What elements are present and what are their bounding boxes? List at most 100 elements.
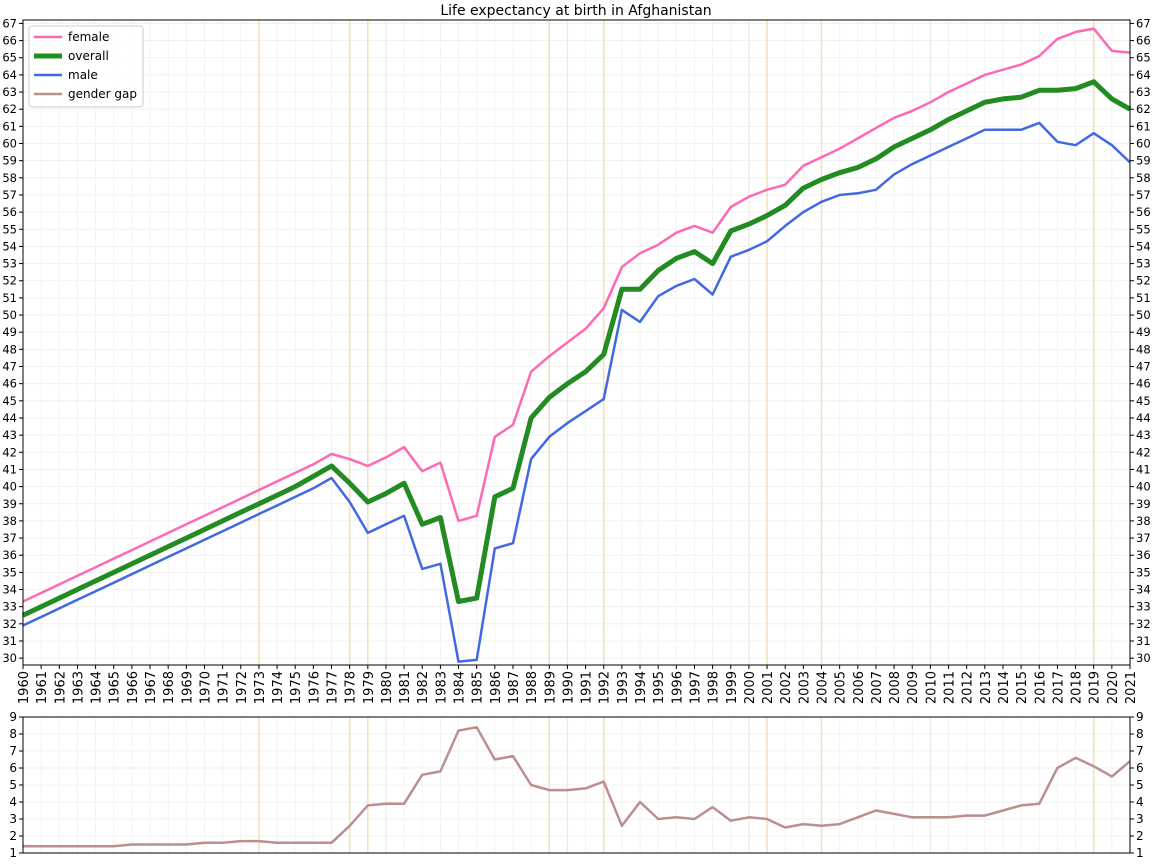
main-gridlines — [22, 20, 1131, 665]
y-tick-label-right: 55 — [1136, 222, 1151, 236]
x-tick-label: 1971 — [217, 671, 232, 704]
x-tick-label: 1984 — [453, 671, 468, 704]
y-tick-label-left: 38 — [2, 514, 17, 528]
x-tick-label: 1986 — [489, 671, 504, 704]
x-tick-label: 2010 — [924, 671, 939, 704]
y-tick-label-right: 30 — [1136, 651, 1151, 665]
y-tick-label-right: 41 — [1136, 462, 1151, 476]
x-tick-label: 1962 — [53, 671, 68, 704]
x-tick-label: 2018 — [1070, 671, 1085, 704]
gap-y-tick-label-right: 8 — [1136, 727, 1144, 741]
legend-label-overall: overall — [68, 49, 109, 63]
y-tick-label-right: 66 — [1136, 34, 1151, 48]
y-tick-label-left: 66 — [2, 34, 17, 48]
y-tick-label-left: 46 — [2, 377, 17, 391]
y-tick-label-left: 65 — [2, 51, 17, 65]
gap-y-tick-label-left: 3 — [9, 812, 17, 826]
y-tick-label-right: 43 — [1136, 428, 1151, 442]
y-tick-label-left: 45 — [2, 394, 17, 408]
x-tick-label: 1968 — [162, 671, 177, 704]
y-tick-label-right: 53 — [1136, 257, 1151, 271]
y-tick-label-left: 49 — [2, 325, 17, 339]
x-tick-label: 1976 — [307, 671, 322, 704]
gap-y-tick-label-left: 4 — [9, 795, 17, 809]
gap-y-tick-label-left: 5 — [9, 778, 17, 792]
y-tick-label-left: 64 — [2, 68, 17, 82]
x-tick-label: 1999 — [725, 671, 740, 704]
x-tick-label: 1977 — [326, 671, 341, 704]
x-tick-label: 1979 — [362, 671, 377, 704]
x-tick-label: 1961 — [35, 671, 50, 704]
x-tick-label: 1987 — [507, 671, 522, 704]
y-tick-label-left: 31 — [2, 634, 17, 648]
x-tick-label: 2009 — [906, 671, 921, 704]
x-tick-label: 1967 — [144, 671, 159, 704]
y-tick-label-right: 37 — [1136, 531, 1151, 545]
y-tick-label-left: 56 — [2, 205, 17, 219]
x-tick-label: 1960 — [17, 671, 32, 704]
main-y-axis: 30 30 31 31 32 32 33 33 34 34 35 35 36 36 37 37 38 38 39 39… — [2, 16, 1150, 665]
legend-box — [28, 25, 144, 108]
x-tick-label: 1995 — [652, 671, 667, 704]
x-tick-label: 1975 — [289, 671, 304, 704]
y-tick-label-right: 64 — [1136, 68, 1151, 82]
y-tick-label-left: 52 — [2, 274, 17, 288]
y-tick-label-right: 33 — [1136, 600, 1151, 614]
x-tick-label: 1985 — [471, 671, 486, 704]
y-tick-label-right: 46 — [1136, 377, 1151, 391]
x-tick-label: 2015 — [1015, 671, 1030, 704]
gap-series-lines — [23, 725, 1131, 848]
x-tick-label: 2000 — [743, 671, 758, 704]
y-tick-label-left: 53 — [2, 257, 17, 271]
gap-y-tick-label-right: 7 — [1136, 744, 1144, 758]
y-tick-label-left: 44 — [2, 411, 17, 425]
y-tick-label-right: 45 — [1136, 394, 1151, 408]
y-tick-label-left: 36 — [2, 548, 17, 562]
x-tick-label: 1969 — [180, 671, 195, 704]
y-tick-label-left: 67 — [2, 16, 17, 30]
y-tick-label-right: 56 — [1136, 205, 1151, 219]
y-tick-label-left: 40 — [2, 480, 17, 494]
y-tick-label-right: 63 — [1136, 85, 1151, 99]
y-tick-label-left: 47 — [2, 360, 17, 374]
y-tick-label-left: 42 — [2, 445, 17, 459]
y-tick-label-right: 57 — [1136, 188, 1151, 202]
chart-title: Life expectancy at birth in Afghanistan — [440, 3, 711, 19]
gap-y-tick-label-right: 3 — [1136, 812, 1144, 826]
gap-y-axis: 1 1 2 2 3 3 4 4 5 5 6 6 7 7 8 8 9 9 — [9, 710, 1143, 860]
x-tick-label: 1973 — [253, 671, 268, 704]
series-line-male — [22, 121, 1131, 663]
y-tick-label-right: 62 — [1136, 102, 1151, 116]
y-tick-label-left: 55 — [2, 222, 17, 236]
x-tick-label: 2005 — [834, 671, 849, 704]
x-tick-label: 1972 — [235, 671, 250, 704]
y-tick-label-right: 65 — [1136, 51, 1151, 65]
y-tick-label-right: 51 — [1136, 291, 1151, 305]
y-tick-label-left: 43 — [2, 428, 17, 442]
y-tick-label-left: 50 — [2, 308, 17, 322]
x-tick-label: 2006 — [852, 671, 867, 704]
x-tick-label: 1965 — [108, 671, 123, 704]
y-tick-label-right: 42 — [1136, 445, 1151, 459]
gap-y-tick-label-right: 2 — [1136, 829, 1144, 843]
y-tick-label-left: 41 — [2, 462, 17, 476]
gap-y-tick-label-right: 1 — [1136, 846, 1144, 860]
gap-y-tick-label-left: 7 — [9, 744, 17, 758]
series-line-female — [22, 27, 1131, 603]
series-line-gender-gap — [23, 725, 1131, 848]
x-tick-label: 1997 — [688, 671, 703, 704]
gap-y-tick-label-left: 6 — [9, 761, 17, 775]
x-tick-label: 1989 — [543, 671, 558, 704]
y-tick-label-right: 61 — [1136, 119, 1151, 133]
x-tick-label: 1994 — [634, 671, 649, 704]
x-tick-label: 2011 — [943, 671, 958, 704]
y-tick-label-left: 58 — [2, 171, 17, 185]
y-tick-label-right: 60 — [1136, 137, 1151, 151]
y-tick-label-left: 59 — [2, 154, 17, 168]
legend-label-gender-gap: gender gap — [68, 87, 137, 101]
gap-y-tick-label-left: 1 — [9, 846, 17, 860]
x-tick-label: 1982 — [416, 671, 431, 704]
y-tick-label-left: 54 — [2, 239, 17, 253]
y-tick-label-right: 34 — [1136, 583, 1151, 597]
main-plot-frame — [22, 19, 1131, 666]
